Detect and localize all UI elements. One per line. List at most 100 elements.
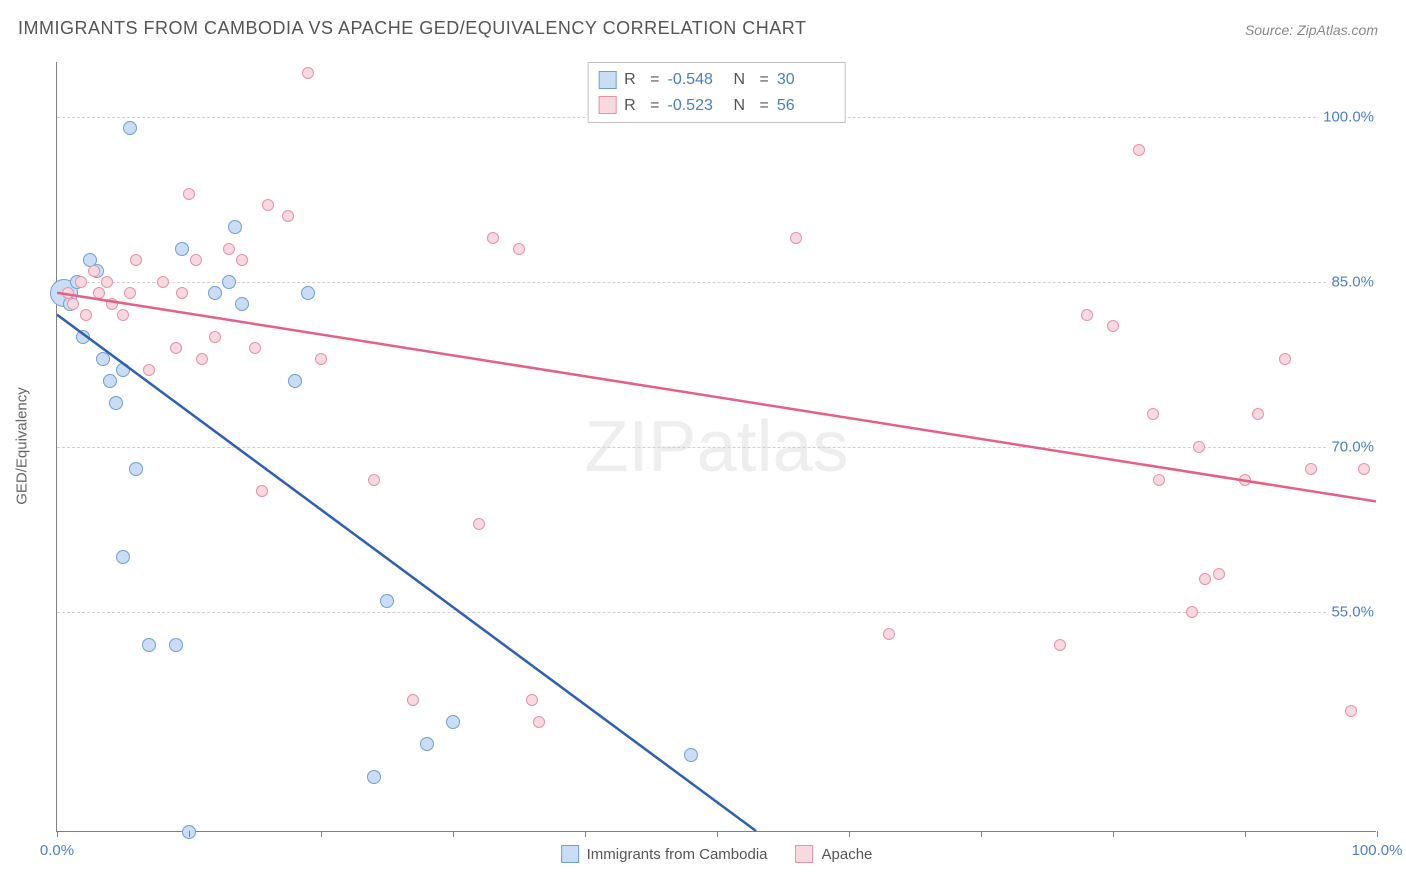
data-point-cambodia <box>175 242 189 256</box>
gridline <box>57 282 1376 283</box>
data-point-apache <box>67 298 79 310</box>
corr-R-value: -0.523 <box>668 93 726 119</box>
data-point-apache <box>883 628 895 640</box>
legend: Immigrants from Cambodia Apache <box>561 845 873 863</box>
data-point-cambodia <box>301 286 315 300</box>
data-point-apache <box>75 276 87 288</box>
data-point-cambodia <box>123 121 137 135</box>
data-point-apache <box>176 287 188 299</box>
corr-R-label: R <box>624 67 642 93</box>
data-point-cambodia <box>222 275 236 289</box>
legend-item-apache: Apache <box>796 845 873 863</box>
data-point-cambodia <box>129 462 143 476</box>
data-point-apache <box>1345 705 1357 717</box>
x-tick <box>1113 831 1114 837</box>
data-point-cambodia <box>446 715 460 729</box>
gridline <box>57 612 1376 613</box>
data-point-apache <box>1081 309 1093 321</box>
corr-N-label: N <box>734 67 752 93</box>
y-tick-label: 100.0% <box>1319 109 1378 126</box>
data-point-apache <box>1186 606 1198 618</box>
data-point-cambodia <box>380 594 394 608</box>
corr-eq: = <box>650 67 659 93</box>
data-point-cambodia <box>103 374 117 388</box>
data-point-apache <box>487 232 499 244</box>
data-point-cambodia <box>116 363 130 377</box>
data-point-apache <box>143 364 155 376</box>
legend-item-cambodia: Immigrants from Cambodia <box>561 845 768 863</box>
data-point-apache <box>106 298 118 310</box>
legend-swatch-apache <box>796 845 814 863</box>
data-point-cambodia <box>169 638 183 652</box>
data-point-cambodia <box>235 297 249 311</box>
corr-N-value: 56 <box>777 93 835 119</box>
corr-eq: = <box>650 93 659 119</box>
data-point-cambodia <box>142 638 156 652</box>
data-point-cambodia <box>208 286 222 300</box>
source-label: Source: ZipAtlas.com <box>1245 22 1378 38</box>
data-point-apache <box>1153 474 1165 486</box>
x-tick <box>849 831 850 837</box>
data-point-apache <box>209 331 221 343</box>
x-tick <box>321 831 322 837</box>
x-tick <box>189 831 190 837</box>
data-point-cambodia <box>288 374 302 388</box>
data-point-apache <box>1133 144 1145 156</box>
corr-N-value: 30 <box>777 67 835 93</box>
correlation-box: R = -0.548 N = 30 R = -0.523 N = 56 <box>587 62 846 123</box>
data-point-apache <box>256 485 268 497</box>
legend-label: Apache <box>822 846 873 863</box>
regression-line-cambodia <box>57 315 756 831</box>
data-point-apache <box>1279 353 1291 365</box>
data-point-cambodia <box>228 220 242 234</box>
data-point-apache <box>1252 408 1264 420</box>
x-tick-label: 0.0% <box>40 842 74 859</box>
data-point-apache <box>533 716 545 728</box>
y-tick-label: 55.0% <box>1327 604 1378 621</box>
plot-area: ZIPatlas 55.0%70.0%85.0%100.0% R = -0.54… <box>56 62 1376 832</box>
legend-label: Immigrants from Cambodia <box>587 846 768 863</box>
data-point-apache <box>1305 463 1317 475</box>
swatch-cambodia <box>598 71 616 89</box>
data-point-apache <box>190 254 202 266</box>
y-tick-label: 70.0% <box>1327 439 1378 456</box>
x-tick <box>585 831 586 837</box>
x-tick <box>453 831 454 837</box>
data-point-cambodia <box>684 748 698 762</box>
data-point-apache <box>1199 573 1211 585</box>
data-point-apache <box>88 265 100 277</box>
corr-N-label: N <box>734 93 752 119</box>
corr-R-label: R <box>624 93 642 119</box>
data-point-cambodia <box>367 770 381 784</box>
data-point-apache <box>124 287 136 299</box>
corr-eq: = <box>760 93 769 119</box>
data-point-apache <box>157 276 169 288</box>
swatch-apache <box>598 96 616 114</box>
data-point-apache <box>302 67 314 79</box>
corr-R-value: -0.548 <box>668 67 726 93</box>
data-point-apache <box>1107 320 1119 332</box>
x-tick <box>57 831 58 837</box>
x-tick-label: 100.0% <box>1352 842 1403 859</box>
data-point-apache <box>196 353 208 365</box>
data-point-apache <box>236 254 248 266</box>
data-point-apache <box>183 188 195 200</box>
data-point-apache <box>282 210 294 222</box>
data-point-apache <box>130 254 142 266</box>
data-point-apache <box>513 243 525 255</box>
legend-swatch-cambodia <box>561 845 579 863</box>
corr-row-cambodia: R = -0.548 N = 30 <box>598 67 835 93</box>
gridline <box>57 447 1376 448</box>
data-point-apache <box>315 353 327 365</box>
x-tick <box>1245 831 1246 837</box>
y-axis-label: GED/Equivalency <box>14 387 31 505</box>
x-tick <box>1377 831 1378 837</box>
chart-title: IMMIGRANTS FROM CAMBODIA VS APACHE GED/E… <box>18 18 806 39</box>
data-point-apache <box>407 694 419 706</box>
data-point-apache <box>262 199 274 211</box>
data-point-apache <box>80 309 92 321</box>
data-point-apache <box>1193 441 1205 453</box>
data-point-apache <box>1239 474 1251 486</box>
data-point-apache <box>368 474 380 486</box>
corr-eq: = <box>760 67 769 93</box>
